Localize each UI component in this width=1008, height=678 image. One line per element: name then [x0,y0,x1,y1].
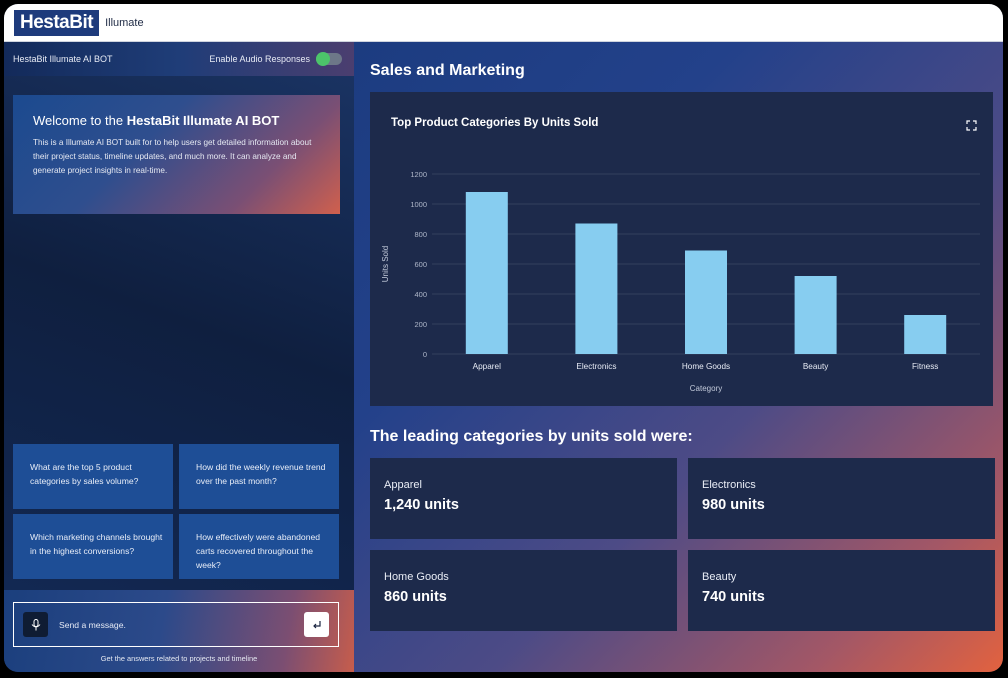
x-axis-label: Category [690,384,722,393]
dashboard-panel: Sales and Marketing 0 200 400 600 800 1000 120… [354,42,1003,672]
stat-category: Electronics [702,479,756,491]
welcome-prefix: Welcome to the [33,113,127,128]
product-name: Illumate [105,16,144,29]
welcome-bot-name: HestaBit Illumate AI BOT [126,113,280,128]
y-axis-label: Units Sold [381,246,390,282]
stat-value: 860 units [384,589,447,605]
footer-note: Get the answers related to projects and … [100,654,258,663]
welcome-card: Welcome to the HestaBit Illumate AI BOT … [13,95,340,214]
stat-value: 980 units [702,497,765,513]
chart-card: 0 200 400 600 800 1000 1200 Apparel Electronics H… [370,92,993,406]
chat-panel: HestaBit Illumate AI BOT Enable Audio Re… [4,42,354,672]
hestabit-logo[interactable]: HestaBit [14,9,100,36]
welcome-body: This is a Illumate AI BOT built for to h… [33,138,312,175]
chart-title: Top Product Categories By Units Sold [391,117,599,129]
enter-icon [312,620,321,628]
bar [685,250,727,354]
send-button[interactable] [304,612,329,637]
stat-card: Apparel 1,240 units [370,458,677,539]
y-tick-label: 200 [414,320,427,329]
message-input-box: Send a message. [13,602,339,647]
stat-card: Electronics 980 units [688,458,995,539]
toggle-knob [316,52,330,66]
y-tick-label: 1000 [410,200,427,209]
y-tick-label: 600 [414,260,427,269]
stat-card: Home Goods 860 units [370,550,677,631]
stat-value: 740 units [702,589,765,605]
expand-icon[interactable] [966,118,977,136]
x-tick-label: Fitness [912,362,938,371]
chat-header: HestaBit Illumate AI BOT Enable Audio Re… [4,42,354,76]
stat-value: 1,240 units [384,497,459,513]
x-tick-label: Home Goods [682,362,730,371]
welcome-title: Welcome to the HestaBit Illumate AI BOT [33,113,320,128]
audio-toggle[interactable] [316,52,342,66]
bar [904,315,947,354]
stat-card: Beauty 740 units [688,550,995,631]
suggestion-grid: What are the top 5 product categories by… [13,444,340,579]
stat-category: Home Goods [384,571,449,583]
x-tick-label: Electronics [576,362,616,371]
top-bar: HestaBit Illumate [4,4,1003,42]
chat-header-title: HestaBit Illumate AI BOT [13,54,113,64]
bar [575,223,618,354]
suggestion-card[interactable]: Which marketing channels brought in the … [13,514,173,579]
y-tick-label: 1200 [410,170,427,179]
message-input[interactable]: Send a message. [59,619,126,630]
message-input-area: Send a message. Get the answers related … [4,590,354,672]
audio-toggle-group: Enable Audio Responses [209,52,342,66]
stat-category: Apparel [384,479,422,491]
section-title: Sales and Marketing [370,62,525,79]
x-tick-label: Apparel [473,362,501,371]
audio-toggle-label: Enable Audio Responses [209,54,310,64]
leading-categories-title: The leading categories by units sold wer… [370,428,693,445]
microphone-icon[interactable] [23,612,48,637]
suggestion-card[interactable]: How did the weekly revenue trend over th… [179,444,339,509]
bar [465,192,508,354]
stat-category: Beauty [702,571,737,583]
app-window: HestaBit Illumate HestaBit Illumate AI B… [4,4,1003,672]
bar [794,276,837,354]
suggestion-card[interactable]: How effectively were abandoned carts rec… [179,514,339,579]
x-tick-label: Beauty [803,362,829,371]
y-tick-label: 800 [414,230,427,239]
y-tick-label: 0 [423,350,427,359]
y-tick-label: 400 [414,290,427,299]
bar-chart: 0 200 400 600 800 1000 1200 Apparel Electronics H… [381,170,980,393]
suggestion-card[interactable]: What are the top 5 product categories by… [13,444,173,509]
